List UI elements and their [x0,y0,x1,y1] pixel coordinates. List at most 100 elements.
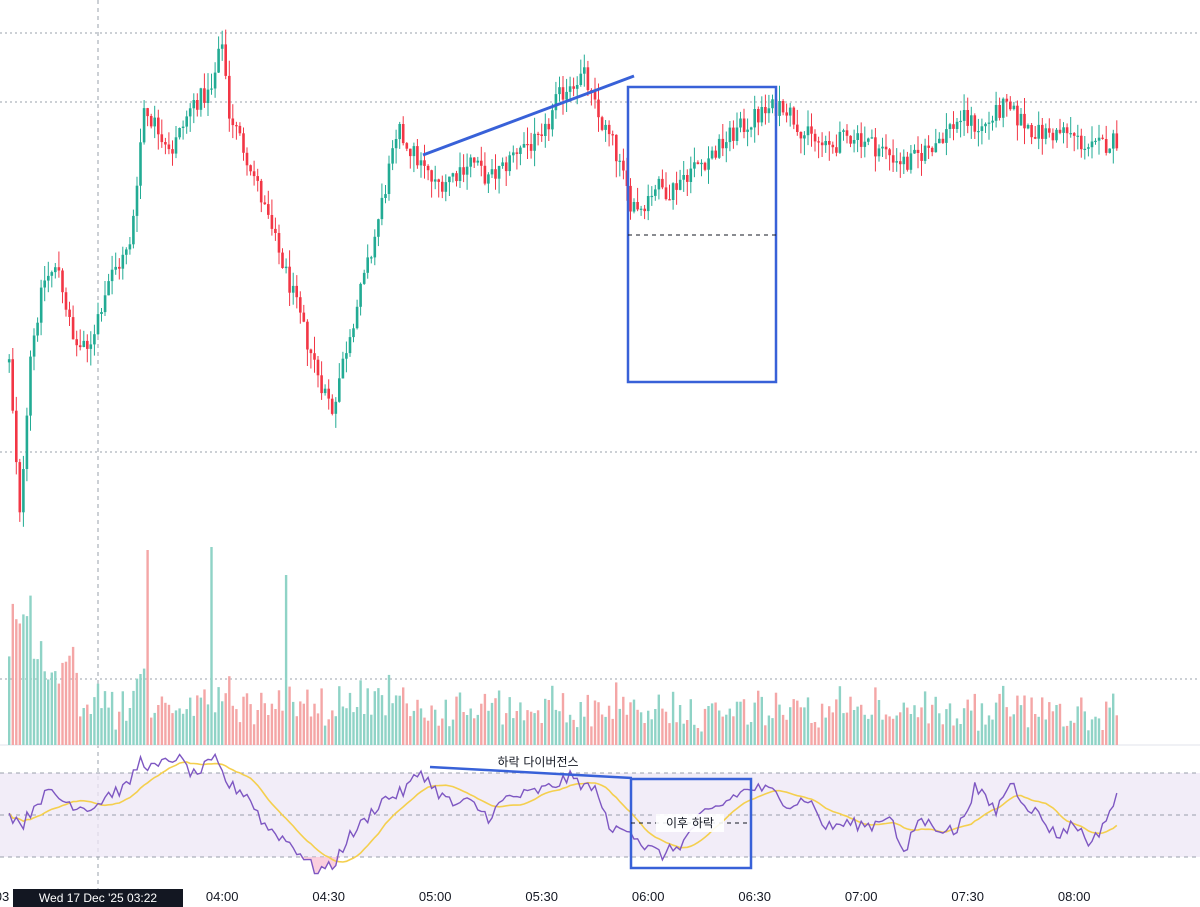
volume-bar [874,687,877,745]
volume-bar [238,722,242,745]
volume-bar [284,575,288,745]
volume-bar [128,708,132,745]
volume-bar [15,619,18,745]
candle-body [622,160,625,171]
candle-body [611,134,614,136]
volume-bar [1080,697,1083,745]
volume-bar [121,691,124,745]
candle-body [600,117,604,130]
candle-body [490,169,494,175]
volume-bar [923,691,927,745]
candle-body [174,137,178,154]
volume-bar [1016,695,1019,745]
volume-bar [1051,711,1055,745]
rsi-trendline[interactable] [429,765,633,780]
candle-body [515,152,519,154]
volume-bar [1083,711,1086,745]
candle-body [906,156,909,170]
annotations[interactable]: 하락 다이버전스 이후 하락 [422,74,778,870]
volume-bar [781,714,785,745]
volume-bar [47,679,50,745]
candle-body [327,388,330,399]
volume-bar [600,714,604,745]
rsi-oversold-fill [286,857,347,874]
volume-bar [668,723,671,745]
candle-body [89,344,93,349]
candle-body [717,138,721,158]
volume-bar [973,693,976,745]
candle-body [377,219,380,237]
candle-body [61,270,64,293]
candle-body [401,124,405,144]
candle-body [263,202,267,205]
candle-body [412,146,416,157]
candle-body [508,155,511,172]
volume-bar [89,714,92,745]
volume-bar [451,719,455,745]
volume-bar [952,725,955,745]
volume-bar [700,731,703,745]
rsi-panel [0,752,1200,875]
volume-bar [512,718,515,745]
candle-body [753,109,756,128]
volume-bar [135,678,139,745]
volume-bar [505,713,508,745]
candle-body [927,145,930,148]
candle-body [636,202,639,210]
volume-bar [103,691,107,745]
candle-body [881,146,884,149]
candle-body [764,107,767,114]
candle-body [938,138,941,144]
volume-bar [938,713,941,745]
candle-body [828,141,831,145]
candle-body [494,169,497,179]
volume-bar [693,724,696,745]
candle-body [529,144,533,151]
volume-bar [771,718,774,745]
candle-body [455,173,458,182]
volume-bar [831,712,834,745]
volume-bar [213,712,217,745]
volume-bar [551,685,554,745]
candle-body [480,160,483,166]
candle-body [785,112,788,116]
volume-bar [757,690,760,745]
volume-bar [437,725,440,745]
volume-bar [891,718,895,745]
volume-bar [292,701,295,745]
volume-bar [373,691,376,745]
candle-body [629,185,632,212]
candle-body [1016,105,1019,126]
candle-body [103,295,107,313]
candle-body [1044,128,1048,139]
candle-body [540,134,543,136]
candle-body [533,133,536,151]
volume-bar [338,686,341,745]
candle-body [689,168,693,182]
volume-bar [64,661,68,745]
time-tick-label: 08:00 [1058,889,1091,904]
volume-bar [114,729,117,745]
volume-bar [96,683,100,745]
candle-body [913,149,916,154]
candle-body [320,375,323,394]
volume-bar [785,719,788,745]
volume-bar [735,701,739,745]
price-trendline[interactable] [422,74,635,157]
volume-bar [710,703,714,745]
volume-bar [980,703,984,745]
volume-bar [345,708,348,745]
candle-body [128,244,132,250]
volume-bar [852,710,856,745]
candle-body [962,110,966,121]
candle-body [15,410,18,463]
volume-bar [1058,703,1062,745]
volume-bar [1108,707,1111,745]
candle-body [682,175,685,180]
candle-body [991,120,994,123]
volume-bar [774,692,778,745]
candle-body [831,144,835,148]
volume-bar [203,689,206,745]
volume-bar [139,674,142,745]
